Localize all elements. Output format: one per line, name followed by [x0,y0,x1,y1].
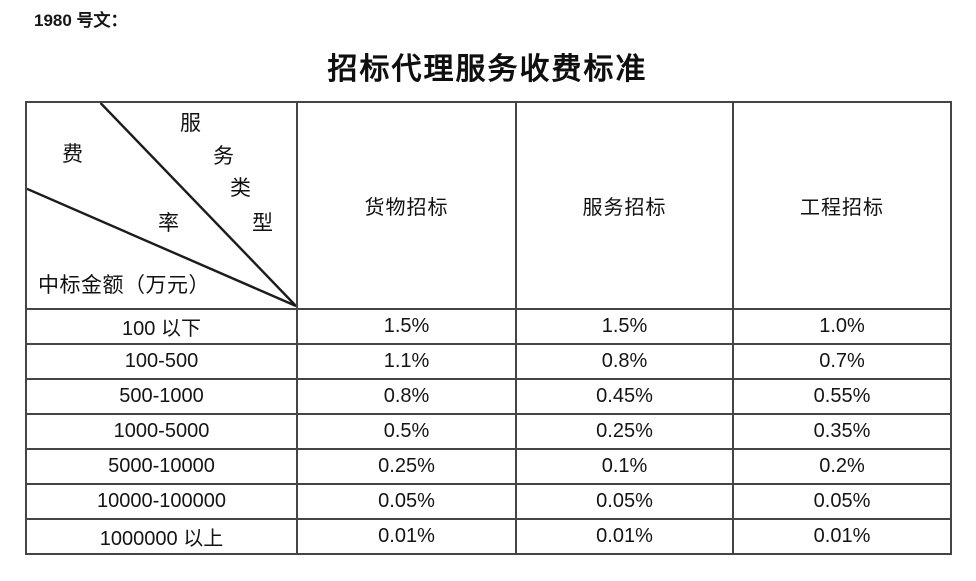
rate-cell: 0.7% [732,343,952,380]
rate-cell: 0.01% [515,518,734,555]
table-header-row: 服 务 类 型 费 率 中标金额（万元） 货物招标 服务招标 工程招标 [25,101,952,310]
amount-cell: 5000-10000 [25,448,298,485]
amount-cell: 100 以下 [25,308,298,345]
table-row: 1000-5000 0.5% 0.25% 0.35% [25,413,952,450]
column-header-works: 工程招标 [732,101,952,310]
rate-cell: 1.5% [515,308,734,345]
table-row: 100 以下 1.5% 1.5% 1.0% [25,308,952,345]
corner-label-amount: 中标金额（万元） [38,273,210,297]
table-row: 10000-100000 0.05% 0.05% 0.05% [25,483,952,520]
corner-label-service-char: 服 [180,111,201,135]
fee-standard-table: 服 务 类 型 费 率 中标金额（万元） 货物招标 服务招标 工程招标 100 … [25,101,952,555]
rate-cell: 0.45% [515,378,734,415]
rate-cell: 0.55% [732,378,952,415]
rate-cell: 1.0% [732,308,952,345]
rate-cell: 0.8% [296,378,517,415]
column-header-goods: 货物招标 [296,101,517,310]
rate-cell: 0.05% [515,483,734,520]
doc-number-label: 1980 号文： [34,11,128,30]
rate-cell: 0.01% [296,518,517,555]
diagonal-corner-cell: 服 务 类 型 费 率 中标金额（万元） [25,101,298,310]
corner-label-service-char: 类 [230,176,251,200]
diagonal-lines [28,104,295,307]
table-row: 5000-10000 0.25% 0.1% 0.2% [25,448,952,485]
corner-label-service-char: 务 [213,144,234,168]
table-row: 100-500 1.1% 0.8% 0.7% [25,343,952,380]
table-row: 1000000 以上 0.01% 0.01% 0.01% [25,518,952,555]
corner-label-fee-char: 率 [158,211,179,235]
rate-cell: 0.05% [296,483,517,520]
rate-cell: 0.25% [515,413,734,450]
rate-cell: 1.5% [296,308,517,345]
table-row: 500-1000 0.8% 0.45% 0.55% [25,378,952,415]
rate-cell: 0.8% [515,343,734,380]
rate-cell: 0.05% [732,483,952,520]
rate-cell: 0.35% [732,413,952,450]
column-header-service: 服务招标 [515,101,734,310]
corner-label-service-char: 型 [252,211,273,235]
page-title: 招标代理服务收费标准 [327,53,648,86]
rate-cell: 0.01% [732,518,952,555]
rate-cell: 0.1% [515,448,734,485]
rate-cell: 0.25% [296,448,517,485]
amount-cell: 500-1000 [25,378,298,415]
amount-cell: 10000-100000 [25,483,298,520]
amount-cell: 1000-5000 [25,413,298,450]
amount-cell: 1000000 以上 [25,518,298,555]
corner-label-fee-char: 费 [62,142,83,166]
amount-cell: 100-500 [25,343,298,380]
rate-cell: 0.2% [732,448,952,485]
rate-cell: 1.1% [296,343,517,380]
rate-cell: 0.5% [296,413,517,450]
